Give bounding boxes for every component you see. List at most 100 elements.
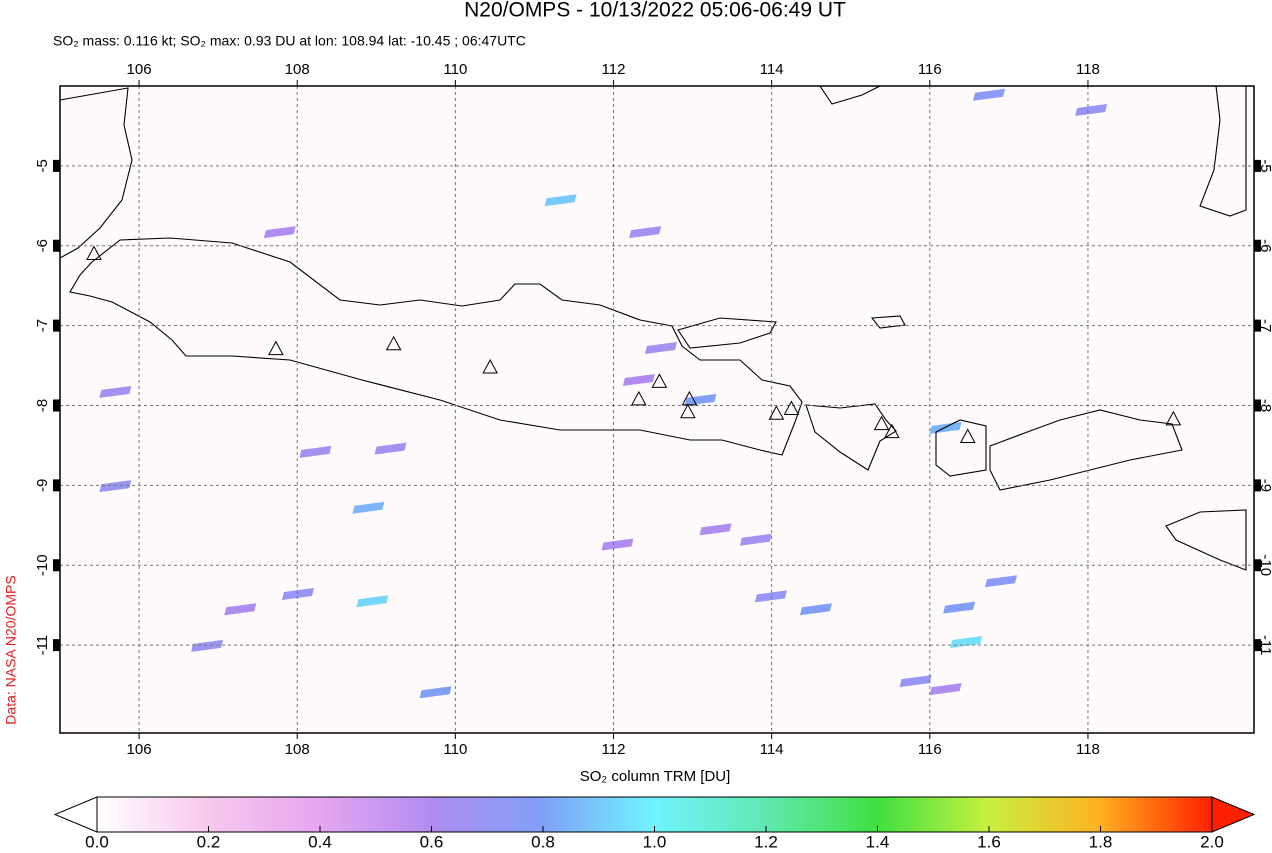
- colorbar-tick-label: 0.4: [308, 832, 332, 851]
- so2-pixel: [943, 601, 976, 614]
- y-tick-label: -6: [1257, 239, 1272, 252]
- x-tick-label: 116: [918, 741, 942, 758]
- x-tick-label: 112: [602, 741, 626, 758]
- volcano: [630, 390, 647, 406]
- so2-pixel: [984, 575, 1017, 588]
- y-tick-label: -9: [1257, 479, 1272, 492]
- so2-pixel: [374, 442, 407, 455]
- x-tick-label: 114: [760, 741, 784, 758]
- so2-pixel: [684, 393, 717, 406]
- so2-pixel: [544, 194, 577, 207]
- grid: [53, 80, 1261, 739]
- volcano: [1165, 410, 1182, 426]
- so2-pixel: [950, 635, 983, 648]
- coastline: [69, 237, 803, 456]
- coastline: [1199, 85, 1247, 217]
- y-tick: [1254, 479, 1261, 492]
- colorbar-over: [1211, 796, 1256, 833]
- so2-pixel: [352, 501, 385, 514]
- y-tick: [53, 479, 60, 492]
- y-tick-label: -11: [1257, 635, 1272, 656]
- map-background: [60, 86, 1254, 733]
- y-tick: [53, 639, 60, 652]
- so2-pixel: [1075, 103, 1108, 116]
- volcano: [681, 390, 698, 406]
- so2-pixel: [622, 373, 655, 386]
- volcano: [873, 415, 890, 431]
- y-tick-label: -6: [34, 239, 51, 252]
- volcano: [86, 245, 102, 261]
- volcano: [680, 403, 696, 419]
- colorbar-tick-label: 1.2: [754, 832, 778, 851]
- so2-pixel: [282, 588, 315, 601]
- coastline: [59, 87, 133, 259]
- x-tick-label: 116: [918, 61, 942, 78]
- y-tick-label: -8: [34, 399, 51, 412]
- x-tick-label: 110: [443, 741, 467, 758]
- colorbar-tick-label: 1.0: [643, 832, 667, 851]
- y-tick: [53, 399, 60, 412]
- colorbar: 0.0 0.2 0.4 0.6 0.8 1.0 1.2 1.4 1.6 1.8 2.0: [53, 796, 1256, 851]
- y-tick-label: -7: [1257, 319, 1272, 332]
- chart-title: N20/OMPS - 10/13/2022 05:06-06:49 UT: [464, 0, 846, 22]
- so2-pixel: [263, 226, 296, 239]
- colorbar-tick-label: 0.0: [85, 832, 109, 851]
- y-tick: [53, 239, 60, 252]
- x-tick-label: 106: [127, 741, 152, 758]
- so2-pixel: [191, 639, 224, 652]
- x-tick-label: 112: [602, 61, 626, 78]
- so2-pixel: [644, 341, 677, 354]
- y-tick: [1254, 639, 1261, 652]
- coastline: [989, 409, 1183, 491]
- coastline: [935, 419, 987, 477]
- colorbar-tick-label: 0.6: [420, 832, 444, 851]
- coastlines: [59, 85, 1247, 571]
- so2-pixel: [224, 603, 257, 616]
- colorbar-label: SO₂ column TRM [DU]: [580, 768, 731, 785]
- so2-pixel: [739, 533, 772, 546]
- so2-pixel: [299, 445, 332, 458]
- volcano: [768, 405, 785, 420]
- y-tick: [1254, 319, 1261, 332]
- so2-pixel: [754, 590, 787, 603]
- y-tick: [53, 159, 60, 172]
- y-tick-label: -5: [1257, 159, 1272, 172]
- so2-pixel: [99, 480, 132, 493]
- so2-pixel: [99, 385, 132, 398]
- y-tick-label: -10: [34, 554, 51, 576]
- credit: Data: NASA N20/OMPS: [3, 575, 19, 724]
- y-tick: [1254, 399, 1261, 412]
- so2-pixel: [601, 538, 634, 551]
- volcano: [482, 358, 498, 374]
- y-tick-label: -7: [34, 319, 51, 332]
- volcano: [959, 428, 976, 443]
- so2-pixel: [899, 675, 932, 688]
- x-tick-label: 114: [760, 61, 784, 78]
- volcanoes: [86, 245, 1182, 443]
- y-tick: [53, 319, 60, 332]
- so2-pixel: [356, 595, 389, 608]
- volcano: [651, 373, 668, 388]
- colorbar-under: [53, 796, 98, 833]
- x-tick-label: 118: [1076, 741, 1100, 758]
- colorbar-tick-label: 1.4: [866, 832, 890, 851]
- x-tick-label: 118: [1076, 61, 1100, 78]
- coastline: [1165, 509, 1247, 571]
- volcano: [268, 340, 284, 356]
- so2-pixels: [99, 88, 1108, 699]
- coastline: [677, 317, 777, 349]
- colorbar-tick-label: 1.8: [1089, 832, 1113, 851]
- x-tick-label: 106: [127, 61, 152, 78]
- colorbar-tick-label: 2.0: [1200, 832, 1224, 851]
- y-tick: [1254, 159, 1261, 172]
- volcano: [385, 335, 402, 351]
- y-tick: [1254, 559, 1261, 572]
- so2-pixel: [629, 226, 662, 239]
- coastline: [805, 403, 897, 471]
- x-tick-label: 108: [285, 61, 310, 78]
- x-tick-label: 110: [443, 61, 467, 78]
- coastline: [870, 315, 906, 329]
- y-tick-label: -9: [34, 479, 51, 492]
